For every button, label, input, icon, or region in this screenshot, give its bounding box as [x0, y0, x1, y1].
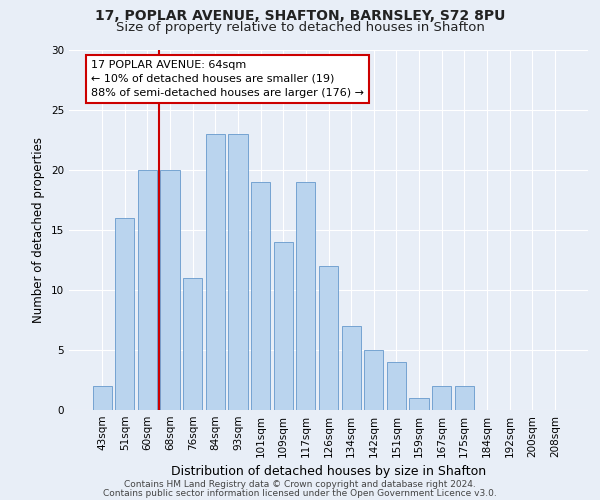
Bar [341, 326, 361, 410]
Bar [296, 182, 316, 410]
X-axis label: Distribution of detached houses by size in Shafton: Distribution of detached houses by size … [171, 466, 486, 478]
Bar [183, 278, 202, 410]
Bar [387, 362, 406, 410]
Bar [251, 182, 270, 410]
Bar [115, 218, 134, 410]
Bar [274, 242, 293, 410]
Bar [432, 386, 451, 410]
Bar [364, 350, 383, 410]
Bar [206, 134, 225, 410]
Text: 17 POPLAR AVENUE: 64sqm
← 10% of detached houses are smaller (19)
88% of semi-de: 17 POPLAR AVENUE: 64sqm ← 10% of detache… [91, 60, 364, 98]
Bar [409, 398, 428, 410]
Text: Size of property relative to detached houses in Shafton: Size of property relative to detached ho… [116, 21, 484, 34]
Bar [455, 386, 474, 410]
Y-axis label: Number of detached properties: Number of detached properties [32, 137, 46, 323]
Bar [138, 170, 157, 410]
Text: Contains HM Land Registry data © Crown copyright and database right 2024.: Contains HM Land Registry data © Crown c… [124, 480, 476, 489]
Bar [92, 386, 112, 410]
Bar [229, 134, 248, 410]
Text: 17, POPLAR AVENUE, SHAFTON, BARNSLEY, S72 8PU: 17, POPLAR AVENUE, SHAFTON, BARNSLEY, S7… [95, 9, 505, 23]
Bar [319, 266, 338, 410]
Bar [160, 170, 180, 410]
Text: Contains public sector information licensed under the Open Government Licence v3: Contains public sector information licen… [103, 488, 497, 498]
